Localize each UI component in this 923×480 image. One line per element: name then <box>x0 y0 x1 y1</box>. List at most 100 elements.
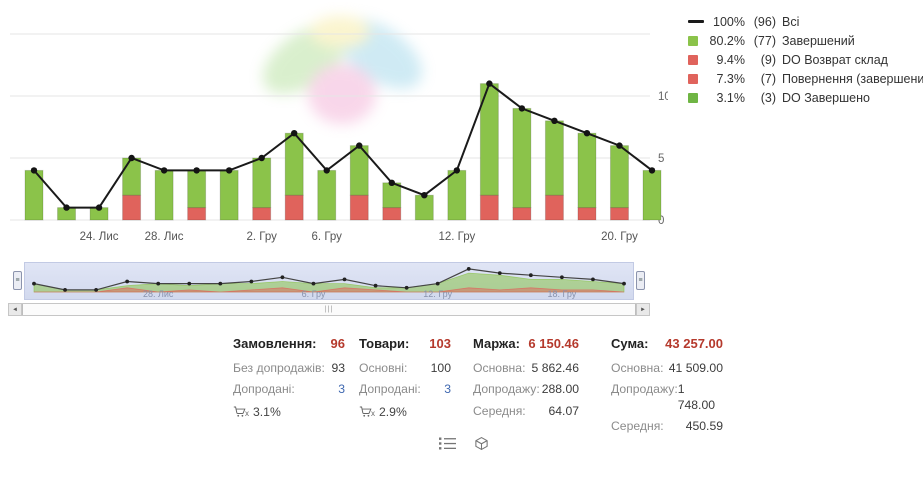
legend-label: Повернення (завершений) <box>782 71 923 86</box>
stat-row: Допродажу: 1 748.00 <box>611 382 723 413</box>
legend-item[interactable]: 100% (96) Всі <box>688 12 920 31</box>
stat-header: Замовлення: 96 <box>233 336 345 351</box>
line-marker-icon <box>688 20 704 23</box>
scrollbar-thumb[interactable]: ||| <box>22 304 636 315</box>
stat-sub-value: 450.59 <box>685 418 723 433</box>
stat-main-value: 43 257.00 <box>665 336 723 351</box>
stat-column: Товари: 103 Основні: 100 Допродані: 3 x 2.9% <box>359 336 451 434</box>
legend-item[interactable]: 3.1% (3) DO Завершено <box>688 88 920 107</box>
upsell-percent: 2.9% <box>379 404 407 419</box>
stat-sub-value: 64.07 <box>548 403 580 418</box>
legend-label: DO Завершено <box>782 90 870 105</box>
brand-watermark-logo <box>220 4 460 144</box>
legend-percent: 80.2% <box>709 33 745 48</box>
stat-label: Середня: <box>473 403 526 418</box>
upsell-percent: 3.1% <box>253 404 281 419</box>
stat-row: Основна: 41 509.00 <box>611 361 723 376</box>
svg-text:12. Гру: 12. Гру <box>423 289 452 299</box>
stat-column: Сума: 43 257.00 Основна: 41 509.00 Допродажу… <box>611 336 723 434</box>
legend-count: (3) <box>760 90 776 105</box>
stat-sub-value: 5 862.46 <box>531 361 579 375</box>
stat-label: Основна: <box>611 361 664 375</box>
stat-header: Маржа: 6 150.46 <box>473 336 579 351</box>
chart-navigator[interactable]: 28. Лис 6. Гру 12. Гру 18. Гру ≡ ≡ <box>8 261 650 301</box>
stat-row: Середня: 64.07 <box>473 404 579 419</box>
legend-item[interactable]: 9.4% (9) DO Возврат склад <box>688 50 920 69</box>
stat-label: Допродані: <box>233 382 295 397</box>
legend-percent: 9.4% <box>716 52 746 67</box>
stat-title: Товари: <box>359 336 410 351</box>
svg-text:0: 0 <box>658 215 664 227</box>
legend-label: Завершений <box>782 33 855 48</box>
stat-row: Основна: 5 862.46 <box>473 361 579 376</box>
stat-row: Допродажу: 288.00 <box>473 382 579 397</box>
stat-title: Сума: <box>611 336 649 351</box>
square-marker-icon <box>688 73 698 84</box>
legend-item[interactable]: 80.2% (77) Завершений <box>688 31 920 50</box>
stat-row: Допродані: 3 <box>359 382 451 397</box>
svg-text:28. Лис: 28. Лис <box>143 289 174 299</box>
grip-icon: ≡ <box>638 277 643 284</box>
cart-icon: x <box>233 405 249 418</box>
stat-column: Замовлення: 96 Без допродажів: 93 Допродані:… <box>233 336 345 434</box>
stat-header: Сума: 43 257.00 <box>611 336 723 351</box>
svg-text:18. Гру: 18. Гру <box>547 289 576 299</box>
stat-sub-value: 3 <box>338 382 345 397</box>
stat-title: Маржа: <box>473 336 520 351</box>
svg-text:5: 5 <box>658 153 664 165</box>
stat-main-value: 103 <box>429 336 451 351</box>
legend-count: (9) <box>760 52 776 67</box>
stat-sub-value: 3 <box>444 382 451 397</box>
stat-label: Допродані: <box>359 382 421 397</box>
upsell-rate: x 3.1% <box>233 405 345 419</box>
legend-item[interactable]: 7.3% (7) Повернення (завершений) <box>688 69 923 88</box>
svg-text:6. Гру: 6. Гру <box>312 231 343 243</box>
svg-text:20. Гру: 20. Гру <box>601 231 638 243</box>
stat-label: Основна: <box>473 361 526 375</box>
navigator-right-handle[interactable]: ≡ <box>636 271 645 290</box>
stat-label: Без допродажів: <box>233 361 325 375</box>
stat-sub-value: 100 <box>430 361 451 375</box>
stat-sub-value: 41 509.00 <box>668 361 723 375</box>
stat-label: Допродажу: <box>611 382 678 397</box>
svg-text:10: 10 <box>658 91 668 103</box>
stat-label: Допродажу: <box>473 382 540 397</box>
orders-chart-canvas[interactable]: 0 5 10 24. Лис 28. Лис 2. Гру 6. Гру 12. Гру 20.… <box>8 4 668 254</box>
legend-percent: 7.3% <box>716 71 746 86</box>
cart-icon: x <box>359 405 375 418</box>
horizontal-scrollbar[interactable]: ◄ ||| ► <box>8 303 650 316</box>
footer-toolbar <box>434 433 494 457</box>
stat-row: Допродані: 3 <box>233 382 345 397</box>
legend-percent: 3.1% <box>716 90 746 105</box>
legend-count: (7) <box>760 71 776 86</box>
stat-sub-value: 93 <box>331 361 345 375</box>
stat-label: Основні: <box>359 361 408 375</box>
stat-main-value: 96 <box>330 336 345 351</box>
navigator-mini-chart: 28. Лис 6. Гру 12. Гру 18. Гру <box>32 267 626 299</box>
stat-main-value: 6 150.46 <box>528 336 579 351</box>
products-package-button[interactable] <box>469 433 494 457</box>
stat-row: Основні: 100 <box>359 361 451 376</box>
svg-text:12. Гру: 12. Гру <box>438 231 475 243</box>
svg-text:2. Гру: 2. Гру <box>246 231 277 243</box>
stat-title: Замовлення: <box>233 336 317 351</box>
square-marker-icon <box>688 35 698 46</box>
stat-row: Без допродажів: 93 <box>233 361 345 376</box>
stat-header: Товари: 103 <box>359 336 451 351</box>
thumb-grip-icon: ||| <box>324 306 334 313</box>
legend-count: (77) <box>753 33 776 48</box>
legend-label: DO Возврат склад <box>782 52 888 67</box>
stat-column: Маржа: 6 150.46 Основна: 5 862.46 Допродажу:… <box>473 336 579 434</box>
scroll-right-arrow-icon[interactable]: ► <box>636 304 649 315</box>
svg-text:6. Гру: 6. Гру <box>302 289 326 299</box>
list-icon <box>439 437 456 453</box>
package-icon <box>474 436 489 454</box>
navigator-left-handle[interactable]: ≡ <box>13 271 22 290</box>
summary-list-button[interactable] <box>434 433 461 457</box>
stat-sub-value: 1 748.00 <box>677 382 715 412</box>
grip-icon: ≡ <box>15 277 20 284</box>
scroll-left-arrow-icon[interactable]: ◄ <box>9 304 22 315</box>
stat-sub-value: 288.00 <box>541 382 579 397</box>
stat-label: Середня: <box>611 418 664 433</box>
